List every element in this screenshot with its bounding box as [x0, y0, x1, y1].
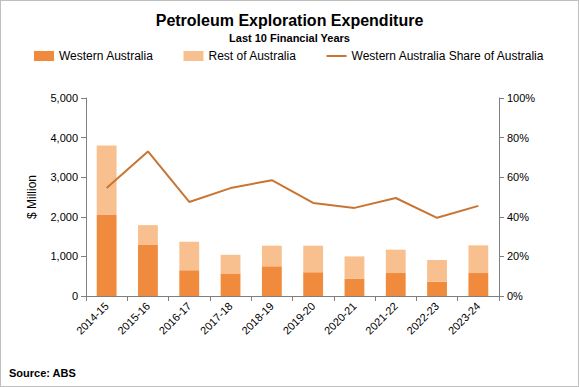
svg-text:Source: ABS: Source: ABS: [9, 367, 76, 379]
svg-text:0%: 0%: [507, 290, 523, 302]
svg-text:Western Australia Share of Aus: Western Australia Share of Australia: [352, 49, 544, 63]
svg-text:60%: 60%: [507, 171, 529, 183]
svg-text:2015-16: 2015-16: [115, 300, 152, 337]
svg-text:20%: 20%: [507, 250, 529, 262]
svg-text:4,000: 4,000: [50, 132, 78, 144]
svg-text:80%: 80%: [507, 132, 529, 144]
svg-text:2020-21: 2020-21: [322, 300, 359, 337]
svg-text:Last 10 Financial Years: Last 10 Financial Years: [229, 32, 350, 44]
svg-text:2021-22: 2021-22: [363, 300, 400, 337]
svg-text:Western Australia: Western Australia: [59, 49, 153, 63]
svg-text:40%: 40%: [507, 211, 529, 223]
svg-text:1,000: 1,000: [50, 250, 78, 262]
svg-text:3,000: 3,000: [50, 171, 78, 183]
svg-text:Rest of Australia: Rest of Australia: [208, 49, 296, 63]
svg-text:$ Million: $ Million: [25, 175, 39, 219]
svg-text:2018-19: 2018-19: [239, 300, 276, 337]
svg-text:0: 0: [72, 290, 78, 302]
svg-text:5,000: 5,000: [50, 92, 78, 104]
svg-text:2017-18: 2017-18: [198, 300, 235, 337]
svg-text:2014-15: 2014-15: [74, 300, 111, 337]
svg-text:100%: 100%: [507, 92, 535, 104]
svg-text:Petroleum Exploration Expendit: Petroleum Exploration Expenditure: [156, 12, 424, 29]
svg-text:2016-17: 2016-17: [157, 300, 194, 337]
svg-text:2023-24: 2023-24: [446, 300, 483, 337]
svg-text:2019-20: 2019-20: [280, 300, 317, 337]
svg-text:2,000: 2,000: [50, 211, 78, 223]
svg-text:2022-23: 2022-23: [404, 300, 441, 337]
